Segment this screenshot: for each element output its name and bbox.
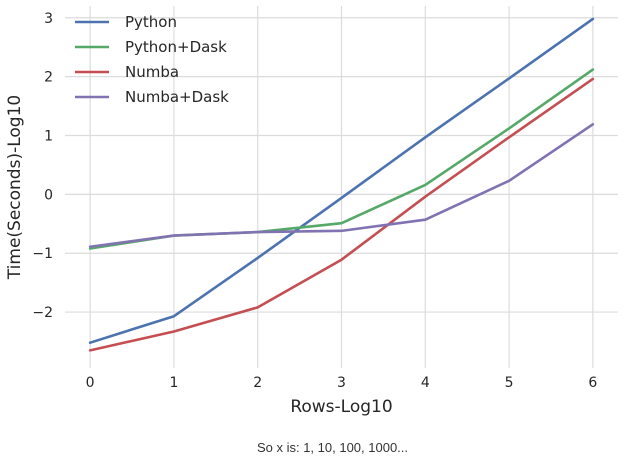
y-tick-label: −1	[32, 246, 53, 262]
legend-label-numba-dask: Numba+Dask	[125, 88, 229, 106]
y-tick-label: 2	[44, 70, 53, 86]
y-tick-label: 1	[44, 128, 53, 144]
series-line-numba-dask	[88, 123, 595, 249]
x-tick-label: 0	[86, 375, 95, 391]
x-tick-label: 3	[337, 375, 346, 391]
y-tick-label: 3	[44, 11, 53, 27]
legend: Python Python+Dask Numba Numba+Dask	[75, 13, 229, 106]
x-tick-label: 2	[253, 375, 262, 391]
y-tick-label: −2	[32, 305, 53, 321]
x-tick-label: 5	[505, 375, 514, 391]
x-tick-label: 4	[421, 375, 430, 391]
y-tick-label: 0	[44, 187, 53, 203]
y-tick-labels: −2 −1 0 1 2 3	[32, 11, 53, 321]
legend-label-python: Python	[125, 13, 177, 31]
series-line-numba	[88, 77, 595, 352]
x-tick-labels: 0 1 2 3 4 5 6	[86, 375, 598, 391]
x-tick-label: 1	[169, 375, 178, 391]
series-lines	[88, 17, 595, 352]
y-axis-label: Time(Seconds)-Log10	[5, 95, 25, 280]
x-tick-label: 6	[588, 375, 597, 391]
series-line-python	[88, 17, 595, 344]
legend-label-numba: Numba	[125, 63, 179, 81]
legend-label-python-dask: Python+Dask	[125, 38, 227, 56]
x-axis-label: Rows-Log10	[290, 397, 392, 417]
caption: So x is: 1, 10, 100, 1000...	[256, 440, 409, 455]
